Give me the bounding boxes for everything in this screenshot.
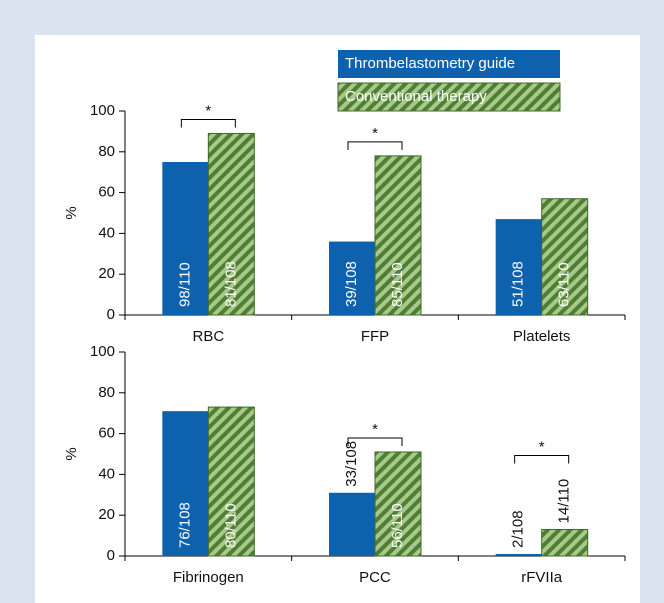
bar: [374, 155, 422, 316]
x-tick-label: RBC: [192, 328, 224, 345]
bar-text: 51/108: [510, 261, 527, 307]
y-tick-label: 60: [98, 184, 115, 201]
bar-text: 85/110: [389, 262, 406, 307]
bar: [374, 451, 422, 557]
bar-text: 98/110: [176, 262, 193, 307]
significance-label: *: [205, 102, 211, 119]
bar-text: 80/110: [222, 503, 239, 548]
significance-bracket: [514, 454, 570, 464]
bar-text: 39/108: [343, 261, 360, 307]
y-tick-label: 100: [90, 343, 115, 360]
y-axis-label: %: [63, 447, 80, 460]
significance-label: *: [539, 438, 545, 455]
x-tick-label: Fibrinogen: [173, 569, 244, 586]
significance-label: *: [372, 125, 378, 142]
y-tick-label: 0: [107, 306, 115, 323]
y-tick-label: 40: [98, 224, 115, 241]
bar-text: 14/110: [556, 479, 573, 524]
bar: [329, 241, 375, 315]
bar-text: 81/108: [222, 261, 239, 307]
bar: [207, 132, 255, 316]
x-tick-label: Platelets: [513, 328, 571, 345]
bar: [207, 406, 255, 557]
bar-text: 76/108: [176, 502, 193, 548]
bar: [495, 219, 542, 315]
bar: [329, 492, 375, 556]
legend-swatch: [337, 82, 561, 112]
bar: [162, 411, 209, 556]
bar: [162, 162, 209, 315]
y-tick-label: 40: [98, 465, 115, 482]
y-tick-label: 80: [98, 384, 115, 401]
bar: [495, 553, 542, 556]
y-tick-label: 80: [98, 143, 115, 160]
legend-swatch: [338, 50, 560, 78]
bar-text: 56/110: [389, 503, 406, 548]
bar-text: 33/108: [343, 441, 360, 487]
significance-bracket: [180, 118, 236, 128]
y-axis-label: %: [63, 206, 80, 219]
y-tick-label: 0: [107, 547, 115, 564]
significance-label: *: [372, 421, 378, 438]
y-tick-label: 20: [98, 506, 115, 523]
bar-text: 2/108: [510, 510, 527, 548]
significance-bracket: [347, 141, 403, 150]
bar: [541, 198, 589, 316]
y-tick-label: 20: [98, 265, 115, 282]
x-tick-label: FFP: [361, 328, 389, 345]
bar: [541, 528, 589, 557]
legend-label: Thrombelastometry guide: [345, 55, 515, 72]
x-tick-label: rFVIIa: [521, 569, 562, 586]
y-tick-label: 100: [90, 102, 115, 119]
legend-label: Conventional therapy: [345, 88, 487, 105]
significance-bracket: [347, 437, 403, 446]
x-tick-label: PCC: [359, 569, 391, 586]
bar-text: 63/110: [556, 262, 573, 307]
y-tick-label: 60: [98, 425, 115, 442]
